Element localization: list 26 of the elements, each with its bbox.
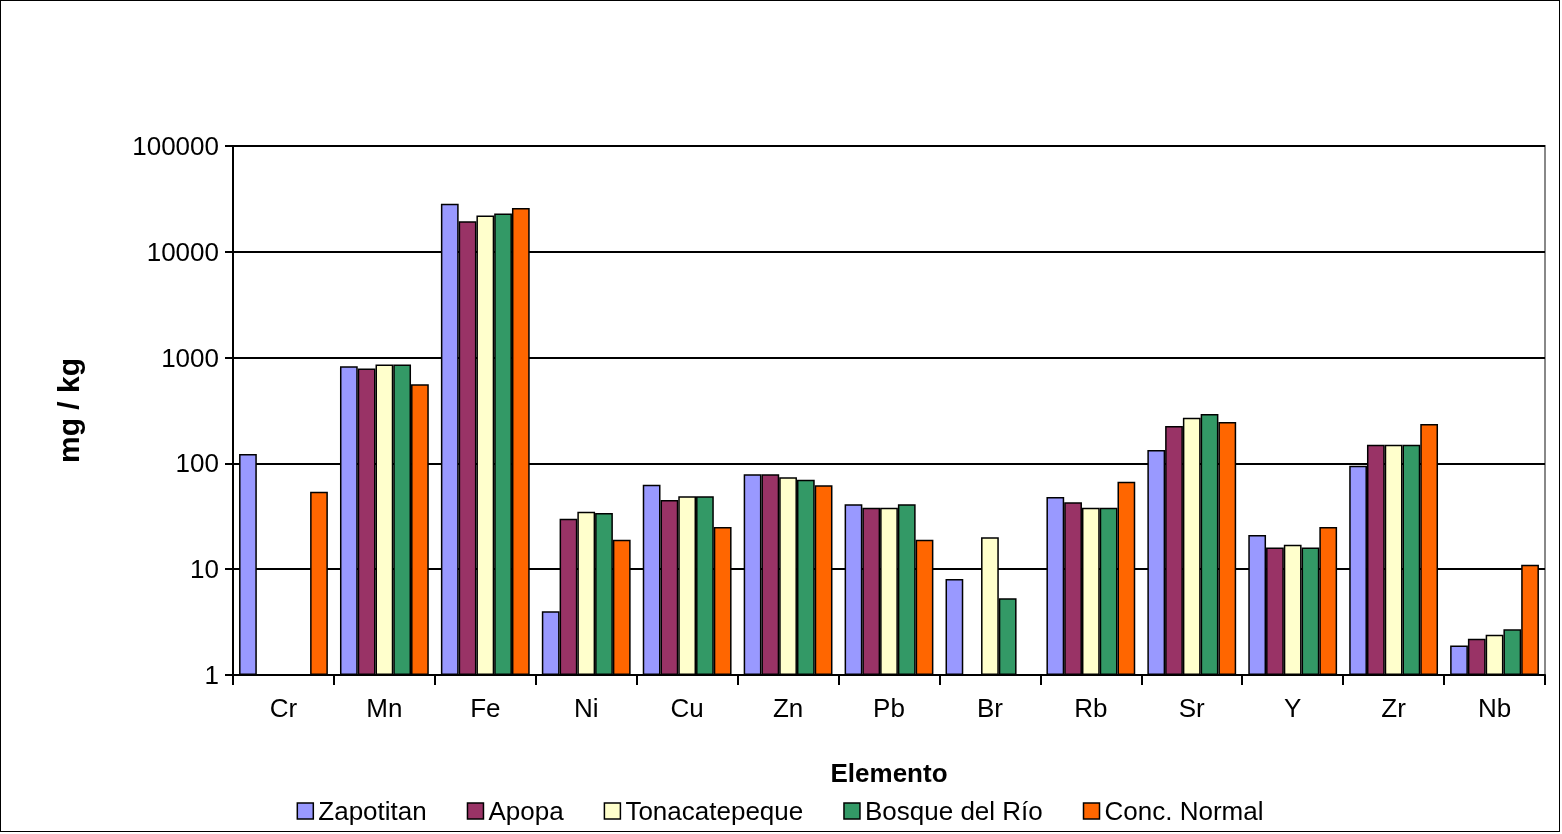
x-tick-label: Mn: [366, 693, 403, 723]
legend-label: Conc. Normal: [1104, 796, 1264, 826]
x-tick-label: Zn: [772, 693, 804, 723]
x-tick-label: Sr: [1178, 693, 1206, 723]
x-tick-label: Fe: [470, 693, 501, 723]
y-tick-label: 1: [204, 660, 219, 690]
legend-label: Tonacatepeque: [625, 796, 804, 826]
x-tick-label: Zr: [1381, 693, 1407, 723]
legend-label: Zapotitan: [318, 796, 427, 826]
x-tick-label: Br: [976, 693, 1004, 723]
x-tick-label: Rb: [1074, 693, 1108, 723]
legend-label: Apopa: [488, 796, 565, 826]
x-tick-label: Nb: [1477, 693, 1512, 723]
x-tick-label: Ni: [573, 693, 599, 723]
legend-label: Bosque del Río: [864, 796, 1043, 826]
y-axis-title: mg / kg: [51, 357, 85, 464]
x-tick-label: Y: [1284, 693, 1302, 723]
x-tick-label: Pb: [873, 693, 905, 723]
y-tick-label: 1000: [161, 342, 219, 373]
y-tick-label: 100000: [132, 131, 219, 161]
x-axis-title: Elemento: [830, 758, 948, 788]
x-tick-label: Cr: [269, 693, 298, 723]
y-tick-label: 100: [175, 448, 219, 479]
y-tick-label: 10000: [146, 236, 219, 267]
x-tick-label: Cu: [670, 693, 704, 723]
y-tick-label: 10: [190, 554, 219, 585]
